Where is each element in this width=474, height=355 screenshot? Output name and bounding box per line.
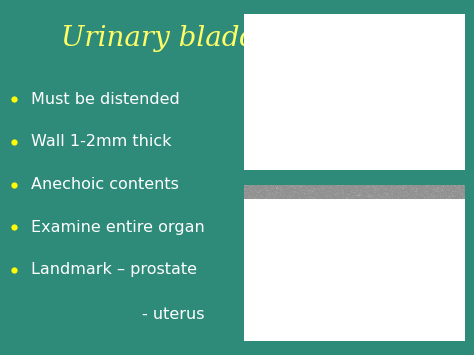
Text: Landmark – prostate: Landmark – prostate <box>31 262 197 277</box>
Text: Anechoic contents: Anechoic contents <box>31 177 179 192</box>
Text: Urinary bladder - normal: Urinary bladder - normal <box>61 25 413 52</box>
Text: Wall 1-2mm thick: Wall 1-2mm thick <box>31 135 171 149</box>
Text: - uterus: - uterus <box>142 307 205 322</box>
Text: Examine entire organ: Examine entire organ <box>31 220 205 235</box>
Text: Must be distended: Must be distended <box>31 92 180 107</box>
